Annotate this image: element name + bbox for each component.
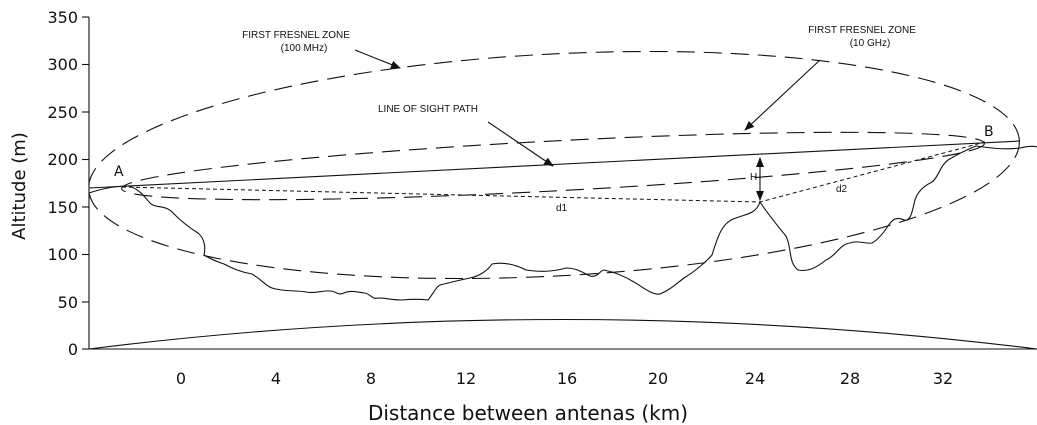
x-tick-label-28: 28 <box>840 369 860 388</box>
y-tick-label-0: 0 <box>68 340 78 359</box>
y-tick-label-150: 150 <box>47 198 78 217</box>
fresnel-10ghz-arrow <box>744 59 821 131</box>
x-tick-label-24: 24 <box>745 369 765 388</box>
x-tick-label-32: 32 <box>933 369 953 388</box>
point-b-label: B <box>984 124 994 140</box>
height-label: H <box>750 172 757 183</box>
y-tick-label-300: 300 <box>47 55 78 74</box>
x-tick-label-12: 12 <box>456 369 476 388</box>
d2-label: d2 <box>836 184 848 195</box>
fresnel-zone-10ghz-ellipse <box>121 131 985 201</box>
distance-lines-d1-d2 <box>121 141 986 203</box>
y-tick-label-250: 250 <box>47 103 78 122</box>
x-tick-label-20: 20 <box>648 369 668 388</box>
y-axis-ticks <box>82 16 89 350</box>
fresnel-100mhz-arrow <box>354 49 401 69</box>
line-of-sight-path <box>88 140 1021 189</box>
x-tick-label-0: 0 <box>176 369 186 388</box>
d1-label: d1 <box>556 203 568 214</box>
x-axis-title: Distance between antenas (km) <box>368 401 688 425</box>
y-tick-label-200: 200 <box>47 150 78 169</box>
y-axis-title: Altitude (m) <box>9 132 30 240</box>
earth-curvature-arc <box>88 318 1037 350</box>
y-tick-label-100: 100 <box>47 245 78 264</box>
fresnel-10ghz-label-line1: FIRST FRESNEL ZONE <box>808 25 916 36</box>
x-tick-label-4: 4 <box>271 369 281 388</box>
y-tick-label-50: 50 <box>58 293 78 312</box>
line-of-sight-label: LINE OF SIGHT PATH <box>378 104 478 115</box>
fresnel-100mhz-label-line1: FIRST FRESNEL ZONE <box>242 30 350 41</box>
y-tick-label-350: 350 <box>47 8 78 27</box>
line-of-sight-arrow <box>487 121 554 167</box>
fresnel-zone-100mhz-ellipse <box>88 50 1020 280</box>
fresnel-100mhz-label-line2: (100 MHz) <box>281 43 328 54</box>
x-tick-label-8: 8 <box>366 369 376 388</box>
point-a-label: A <box>114 164 124 180</box>
fresnel-10ghz-label-line2: (10 GHz) <box>850 38 891 49</box>
x-tick-label-16: 16 <box>557 369 577 388</box>
terrain-profile <box>88 145 1037 301</box>
